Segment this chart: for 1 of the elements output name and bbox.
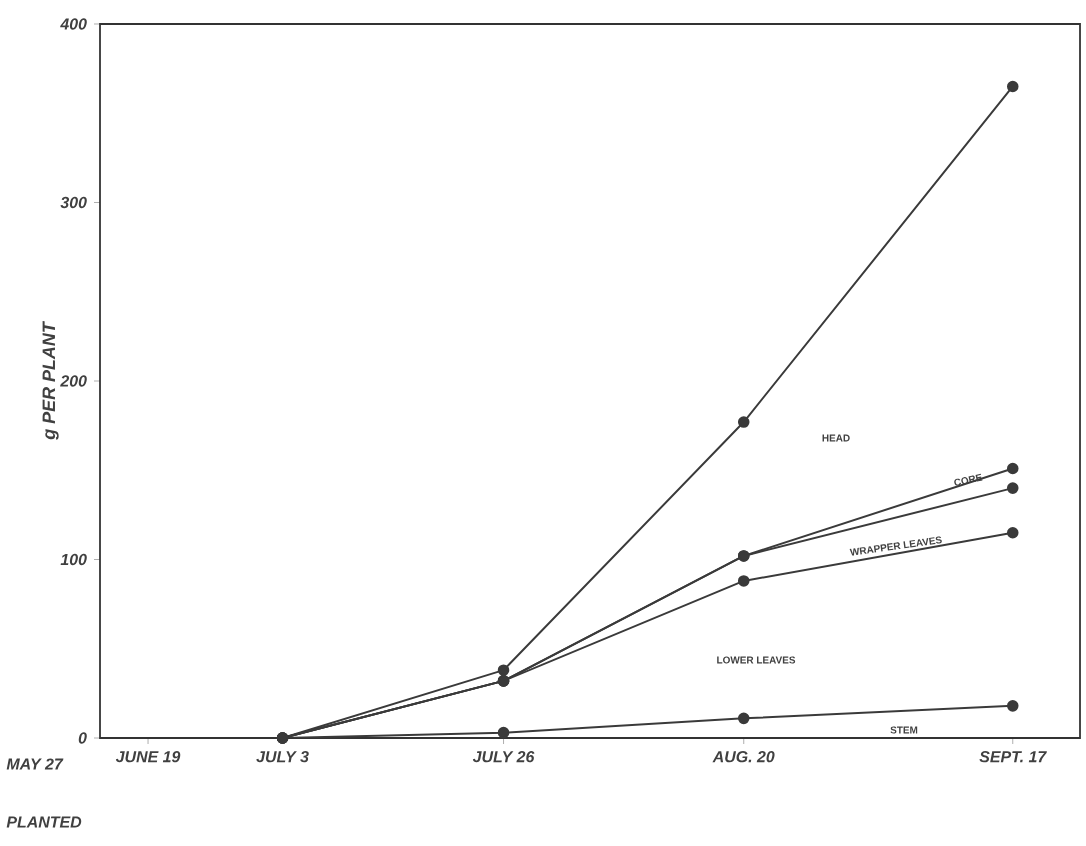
y-axis-title: g PER PLANT [42,320,59,440]
